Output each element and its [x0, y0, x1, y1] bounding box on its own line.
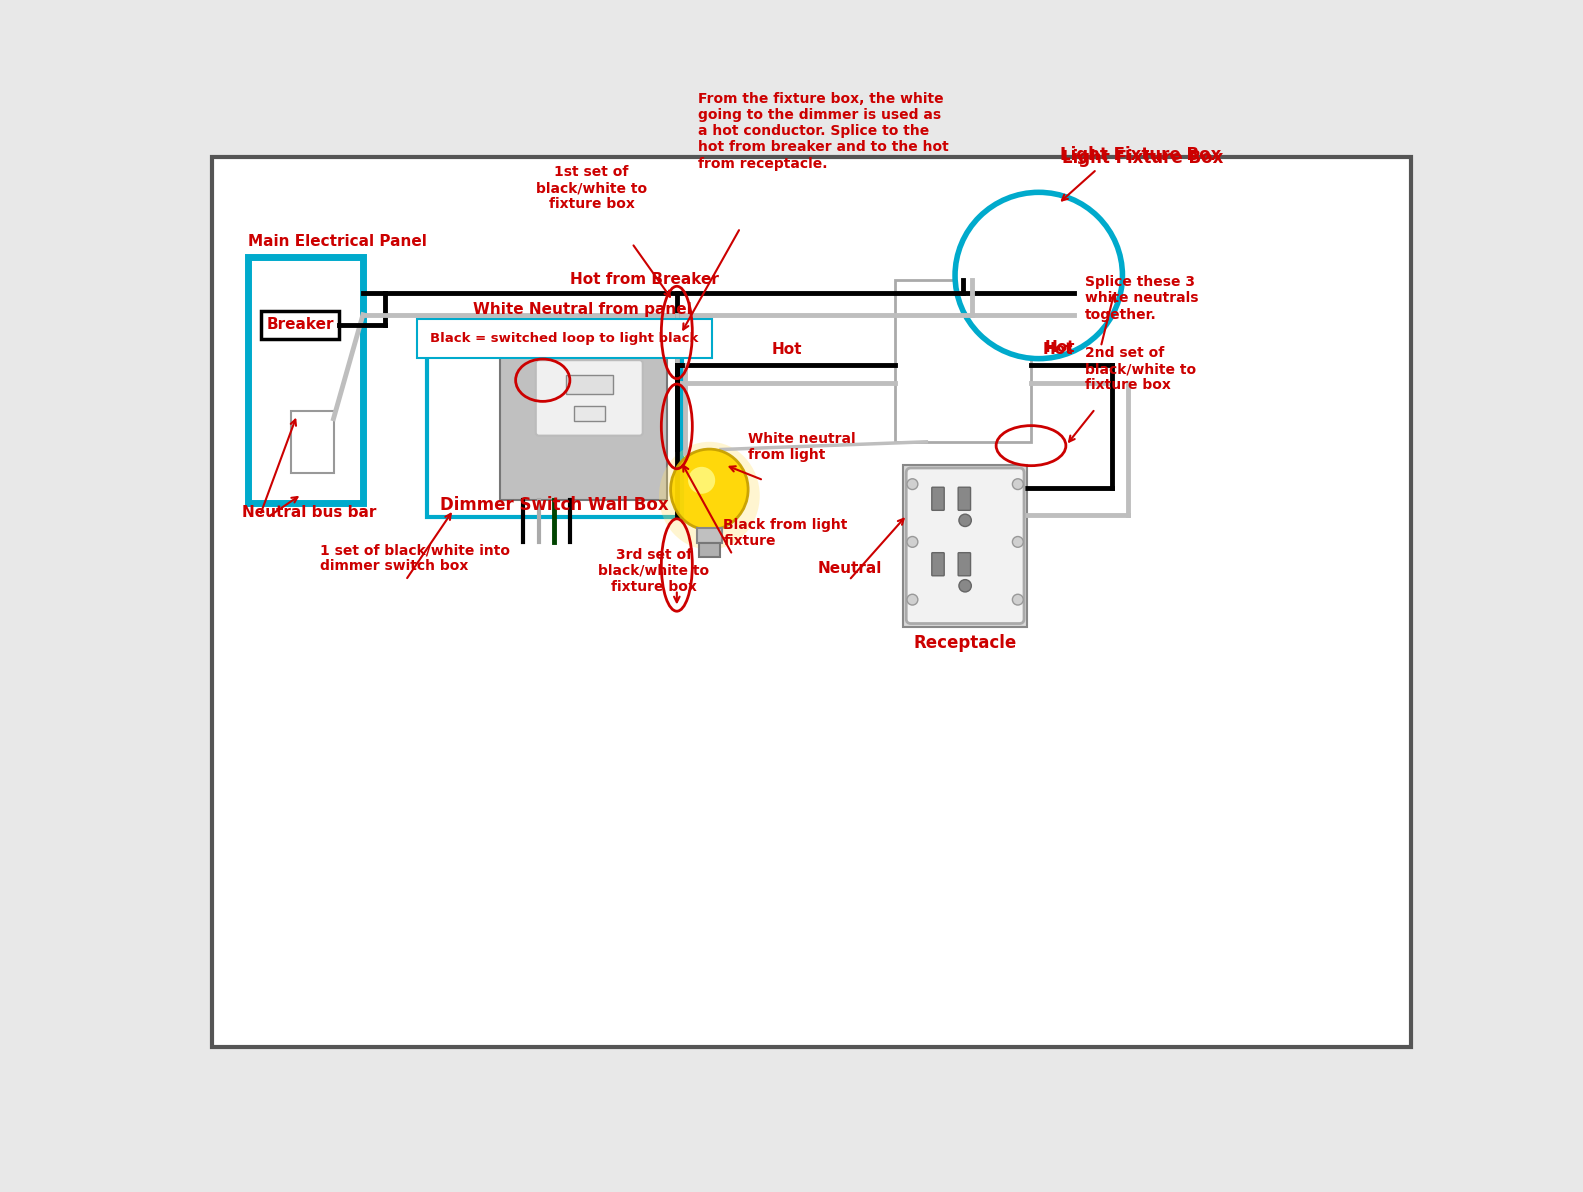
FancyBboxPatch shape: [932, 488, 943, 510]
Text: Hot: Hot: [1043, 342, 1073, 358]
Text: 1st set of
black/white to
fixture box: 1st set of black/white to fixture box: [537, 164, 647, 211]
Bar: [904, 465, 1027, 627]
Text: Hot: Hot: [1045, 341, 1075, 355]
Text: White Neutral from panel: White Neutral from panel: [473, 302, 692, 317]
Bar: [426, 327, 682, 517]
Bar: [500, 358, 666, 499]
Ellipse shape: [671, 449, 749, 530]
Text: Light Fixture Box: Light Fixture Box: [1061, 145, 1222, 164]
Text: Receptacle: Receptacle: [913, 634, 1016, 652]
Text: Main Electrical Panel: Main Electrical Panel: [249, 234, 427, 249]
FancyBboxPatch shape: [905, 468, 1024, 623]
Text: Light Fixture Box: Light Fixture Box: [1062, 149, 1224, 167]
Circle shape: [955, 192, 1122, 359]
Bar: [261, 311, 339, 339]
FancyBboxPatch shape: [958, 553, 970, 576]
Circle shape: [907, 595, 918, 606]
Text: Neutral: Neutral: [818, 560, 882, 576]
FancyBboxPatch shape: [958, 488, 970, 510]
Circle shape: [959, 579, 972, 592]
Text: Black = switched loop to light black: Black = switched loop to light black: [431, 331, 698, 344]
Text: Splice these 3
white neutrals
together.: Splice these 3 white neutrals together.: [1086, 275, 1198, 322]
Text: From the fixture box, the white
going to the dimmer is used as
a hot conductor. : From the fixture box, the white going to…: [698, 92, 948, 170]
Text: Dimmer Switch Wall Box: Dimmer Switch Wall Box: [440, 496, 668, 514]
Bar: [249, 257, 363, 503]
Text: Hot from Breaker: Hot from Breaker: [570, 272, 719, 287]
Text: 2nd set of
black/white to
fixture box: 2nd set of black/white to fixture box: [1086, 346, 1197, 392]
Text: Hot: Hot: [771, 342, 803, 358]
Ellipse shape: [689, 467, 716, 493]
Circle shape: [907, 479, 918, 490]
Bar: [896, 280, 1031, 442]
Text: Black from light
fixture: Black from light fixture: [723, 517, 848, 548]
Circle shape: [959, 514, 972, 527]
FancyBboxPatch shape: [932, 553, 943, 576]
Text: 3rd set of
black/white to
fixture box: 3rd set of black/white to fixture box: [598, 548, 709, 594]
Bar: [567, 374, 613, 395]
FancyBboxPatch shape: [535, 360, 643, 435]
Circle shape: [1013, 479, 1023, 490]
Text: Breaker: Breaker: [266, 317, 334, 333]
Circle shape: [1013, 536, 1023, 547]
Bar: [698, 544, 720, 558]
Bar: [697, 528, 722, 544]
Circle shape: [907, 536, 918, 547]
Ellipse shape: [659, 442, 760, 550]
Text: Neutral bus bar: Neutral bus bar: [242, 505, 377, 520]
Bar: [573, 405, 605, 421]
Circle shape: [1013, 595, 1023, 606]
Text: 1 set of black/white into
dimmer switch box: 1 set of black/white into dimmer switch …: [320, 544, 510, 573]
Text: White neutral
from light: White neutral from light: [749, 432, 856, 461]
Bar: [291, 411, 334, 472]
